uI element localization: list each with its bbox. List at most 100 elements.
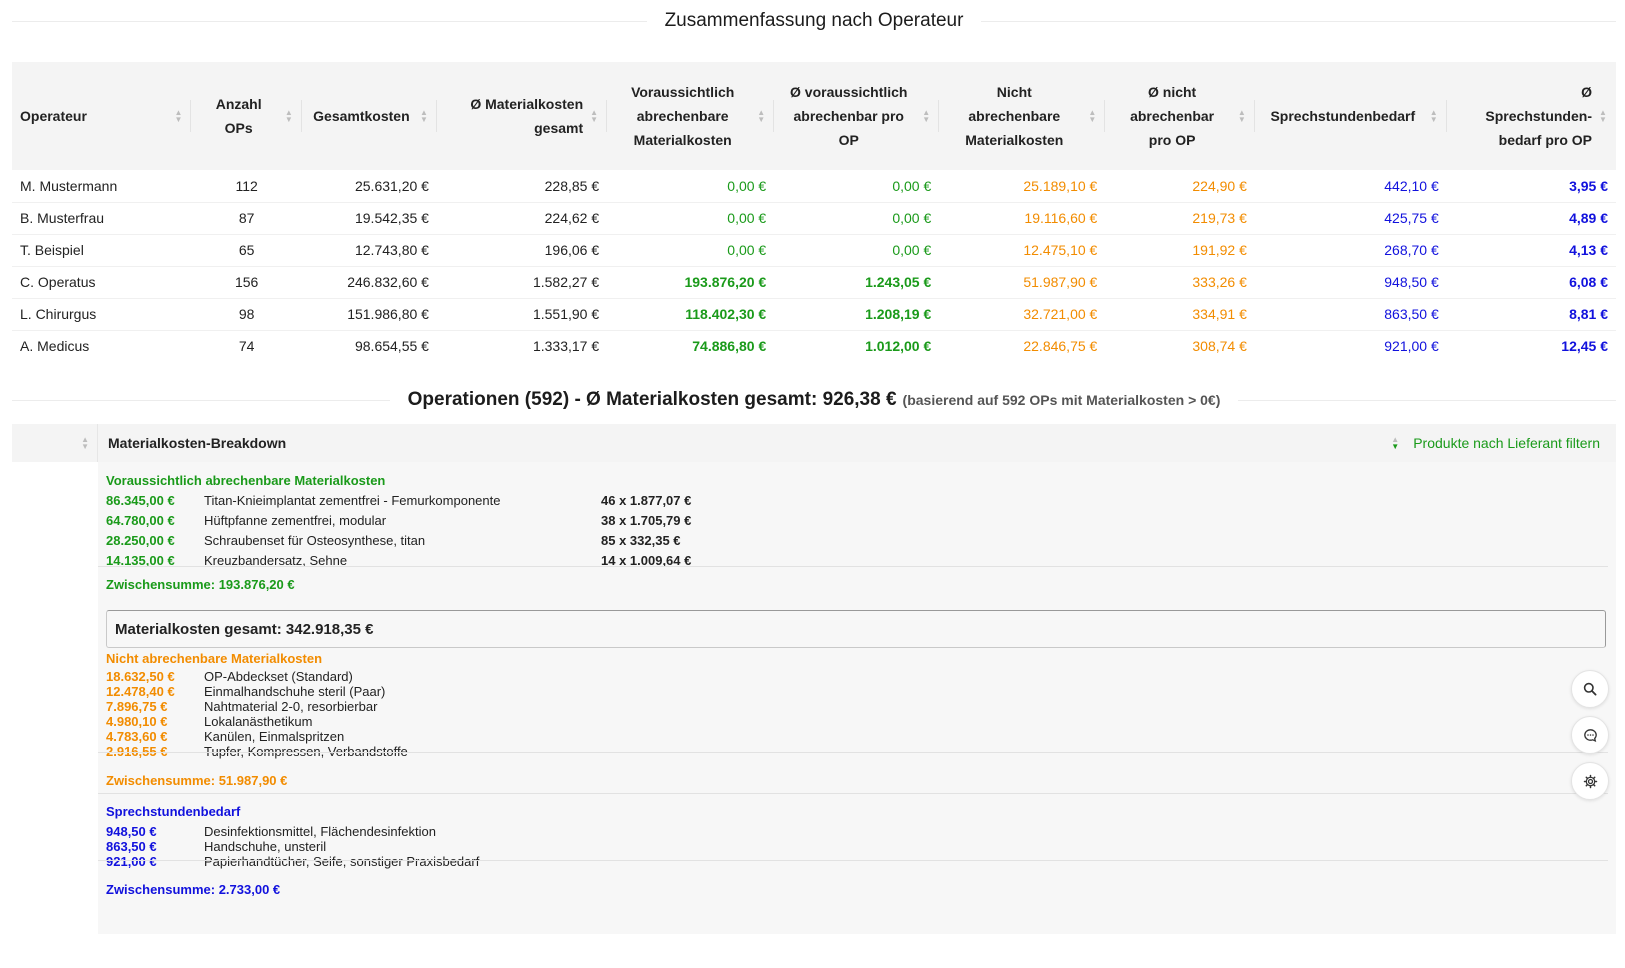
cell-avg-nicht-abrechenbar: 334,91 € bbox=[1105, 298, 1255, 331]
cell-nicht-abrechenbar: 12.475,10 € bbox=[939, 234, 1106, 267]
header-avg-materialkosten[interactable]: Ø Materialkosten gesamt ▲ ▼ bbox=[436, 62, 608, 170]
gear-icon bbox=[1583, 774, 1597, 788]
cell-operateur: C. Operatus bbox=[12, 266, 192, 299]
divider bbox=[98, 566, 1608, 567]
header-abrechenbar[interactable]: Voraussichtlich abrechenbare Materialkos… bbox=[607, 62, 775, 170]
list-item: 12.478,40 € Einmalhandschuhe steril (Paar… bbox=[106, 684, 601, 699]
list-item: 7.896,75 € Nahtmaterial 2-0, resorbierbar bbox=[106, 699, 601, 714]
item-amount: 86.345,00 € bbox=[106, 493, 175, 508]
material-total-box: Materialkosten gesamt: 342.918,35 € bbox=[106, 610, 1606, 648]
cell-avg-sprechstundenbedarf: 3,95 € bbox=[1446, 170, 1616, 203]
sort-icon: ▲ ▼ bbox=[174, 108, 183, 124]
cell-avg-materialkosten: 1.333,17 € bbox=[532, 338, 600, 355]
divider bbox=[98, 793, 1608, 794]
sort-icon: ▲ ▼ bbox=[419, 108, 428, 124]
sort-icon: ▲ ▼ bbox=[922, 108, 931, 124]
item-name: Desinfektionsmittel, Flächendesinfektion bbox=[204, 824, 436, 839]
item-amount: 12.478,40 € bbox=[106, 684, 175, 699]
header-gesamtkosten[interactable]: Gesamtkosten ▲ ▼ bbox=[301, 62, 437, 170]
summary-title: Zusammenfassung nach Operateur bbox=[664, 10, 964, 31]
cell-avg-sprechstundenbedarf: 6,08 € bbox=[1446, 266, 1616, 299]
cell-avg-abrechenbar: 1.243,05 € bbox=[774, 266, 940, 299]
header-avg-abrechenbar[interactable]: Ø voraussichtlich abrechenbar pro OP ▲ ▼ bbox=[774, 62, 940, 170]
breakdown-header: Materialkosten-Breakdown bbox=[108, 435, 287, 451]
cell-avg-nicht-abrechenbar: 219,73 € bbox=[1105, 202, 1255, 235]
header-avg-nicht-abrechenbar[interactable]: Ø nicht abrechenbar pro OP ▲ ▼ bbox=[1105, 62, 1255, 170]
cell-nicht-abrechenbar: 19.116,60 € bbox=[939, 202, 1106, 235]
chat-button[interactable] bbox=[1571, 716, 1609, 754]
cell-gesamtkosten: 98.654,55 € bbox=[354, 338, 429, 355]
divider bbox=[98, 752, 1608, 753]
header-sprechstundenbedarf[interactable]: Sprechstundenbedarf ▲ ▼ bbox=[1254, 62, 1447, 170]
divider bbox=[981, 20, 1617, 22]
item-amount: 2.916,55 € bbox=[106, 744, 168, 759]
cell-nicht-abrechenbar: 22.846,75 € bbox=[1023, 338, 1098, 355]
cell-anzahl-ops: 65 bbox=[191, 234, 302, 267]
cell-sprechstundenbedarf: 425,75 € bbox=[1254, 202, 1447, 235]
list-item: 863,50 € Handschuhe, unsteril bbox=[106, 839, 601, 854]
supplier-filter[interactable]: ▲ ▼ Produkte nach Lieferant filtern bbox=[1391, 435, 1616, 451]
item-amount: 14.135,00 € bbox=[106, 553, 175, 568]
cell-gesamtkosten: 12.743,80 € bbox=[301, 234, 437, 267]
table-row[interactable]: M. Mustermann 112 25.631,20 €228,85 €0,00 … bbox=[12, 170, 1616, 203]
header-label: Gesamtkosten bbox=[313, 108, 410, 124]
cell-sprechstundenbedarf: 268,70 € bbox=[1254, 234, 1447, 267]
divider bbox=[98, 860, 1608, 861]
cell-avg-abrechenbar: 0,00 € bbox=[774, 170, 940, 203]
summary-table: Operateur ▲ ▼ Anzahl OPs ▲ ▼ Gesamtkosten ▲ ▼ … bbox=[12, 62, 1616, 362]
cell-avg-abrechenbar: 0,00 € bbox=[774, 202, 940, 235]
material-total: Materialkosten gesamt: 342.918,35 € bbox=[115, 620, 374, 638]
header-label: Ø voraussichtlich abrechenbar pro OP bbox=[790, 84, 908, 148]
cell-gesamtkosten: 151.986,80 € bbox=[301, 298, 437, 331]
sort-icon: ▲ ▼ bbox=[284, 108, 293, 124]
header-label: Ø nicht abrechenbar pro OP bbox=[1130, 84, 1215, 148]
list-item: 18.632,50 € OP-Abdeckset (Standard) bbox=[106, 669, 601, 684]
cell-gesamtkosten: 246.832,60 € bbox=[301, 266, 437, 299]
item-name: Nahtmaterial 2-0, resorbierbar bbox=[204, 699, 378, 714]
cell-operateur: A. Medicus bbox=[20, 338, 90, 355]
header-nicht-abrechenbar[interactable]: Nicht abrechenbare Materialkosten ▲ ▼ bbox=[939, 62, 1106, 170]
cell-abrechenbar: 0,00 € bbox=[607, 202, 775, 235]
cell-avg-abrechenbar: 1.012,00 € bbox=[865, 338, 932, 355]
item-name: Papierhandtücher, Seife, sonstiger Praxi… bbox=[204, 854, 480, 869]
table-row[interactable]: T. Beispiel 65 12.743,80 €196,06 €0,00 €0,… bbox=[12, 234, 1616, 267]
expand-column-header[interactable]: ▲ ▼ bbox=[12, 424, 98, 462]
item-name: Handschuhe, unsteril bbox=[204, 839, 327, 854]
search-button[interactable] bbox=[1571, 670, 1609, 708]
list-item: 921,00 € Papierhandtücher, Seife, sonstig… bbox=[106, 854, 601, 869]
table-row[interactable]: B. Musterfrau 87 19.542,35 €224,62 €0,00 €… bbox=[12, 202, 1616, 235]
cell-abrechenbar: 0,00 € bbox=[607, 234, 775, 267]
item-name: Einmalhandschuhe steril (Paar) bbox=[204, 684, 386, 699]
header-operateur[interactable]: Operateur ▲ ▼ bbox=[12, 62, 192, 170]
item-quantity: 38 x 1.705,79 € bbox=[601, 513, 692, 528]
item-amount: 28.250,00 € bbox=[106, 533, 175, 548]
cell-sprechstundenbedarf: 948,50 € bbox=[1254, 266, 1447, 299]
list-item: 64.780,00 € Hüftpfanne zementfrei, modula… bbox=[106, 513, 691, 528]
header-anzahl-ops[interactable]: Anzahl OPs ▲ ▼ bbox=[191, 62, 302, 170]
header-avg-sprechstundenbedarf[interactable]: Ø Sprechstunden-bedarf pro OP ▲ ▼ bbox=[1446, 62, 1616, 170]
item-amount: 948,50 € bbox=[106, 824, 157, 839]
cell-abrechenbar: 74.886,80 € bbox=[692, 338, 767, 355]
cell-avg-materialkosten: 1.551,90 € bbox=[436, 298, 608, 331]
operations-title: Operationen (592) - Ø Materialkosten ges… bbox=[390, 389, 1239, 411]
header-label: Anzahl OPs bbox=[215, 96, 262, 136]
item-name: Schraubenset für Osteosynthese, titan bbox=[204, 533, 426, 548]
settings-button[interactable] bbox=[1571, 762, 1609, 800]
supplier-filter-label[interactable]: Produkte nach Lieferant filtern bbox=[1413, 435, 1600, 451]
table-row[interactable]: L. Chirurgus 98 151.986,80 €1.551,90 €118.… bbox=[12, 298, 1616, 331]
search-icon bbox=[1583, 682, 1597, 696]
sort-icon: ▲ ▼ bbox=[1429, 108, 1438, 124]
item-name: Hüftpfanne zementfrei, modular bbox=[204, 513, 387, 528]
sort-icon: ▲ ▼ bbox=[81, 435, 89, 451]
list-item: 28.250,00 € Schraubenset für Osteosynthes… bbox=[106, 533, 681, 548]
item-name: Tupfer, Kompressen, Verbandstoffe bbox=[204, 744, 408, 759]
cell-avg-abrechenbar: 0,00 € bbox=[774, 234, 940, 267]
cell-avg-materialkosten: 196,06 € bbox=[436, 234, 608, 267]
sort-icon: ▲ ▼ bbox=[1599, 108, 1607, 124]
cell-sprechstundenbedarf: 921,00 € bbox=[1384, 338, 1439, 355]
chat-icon bbox=[1583, 728, 1597, 742]
cell-avg-materialkosten: 228,85 € bbox=[436, 170, 608, 203]
sort-icon: ▲ ▼ bbox=[1237, 108, 1246, 124]
table-row[interactable]: C. Operatus 156 246.832,60 €1.582,27 €193.… bbox=[12, 266, 1616, 299]
table-row[interactable]: A. Medicus 74 98.654,55 € 1.333,17 € 74.886,… bbox=[12, 330, 1616, 362]
